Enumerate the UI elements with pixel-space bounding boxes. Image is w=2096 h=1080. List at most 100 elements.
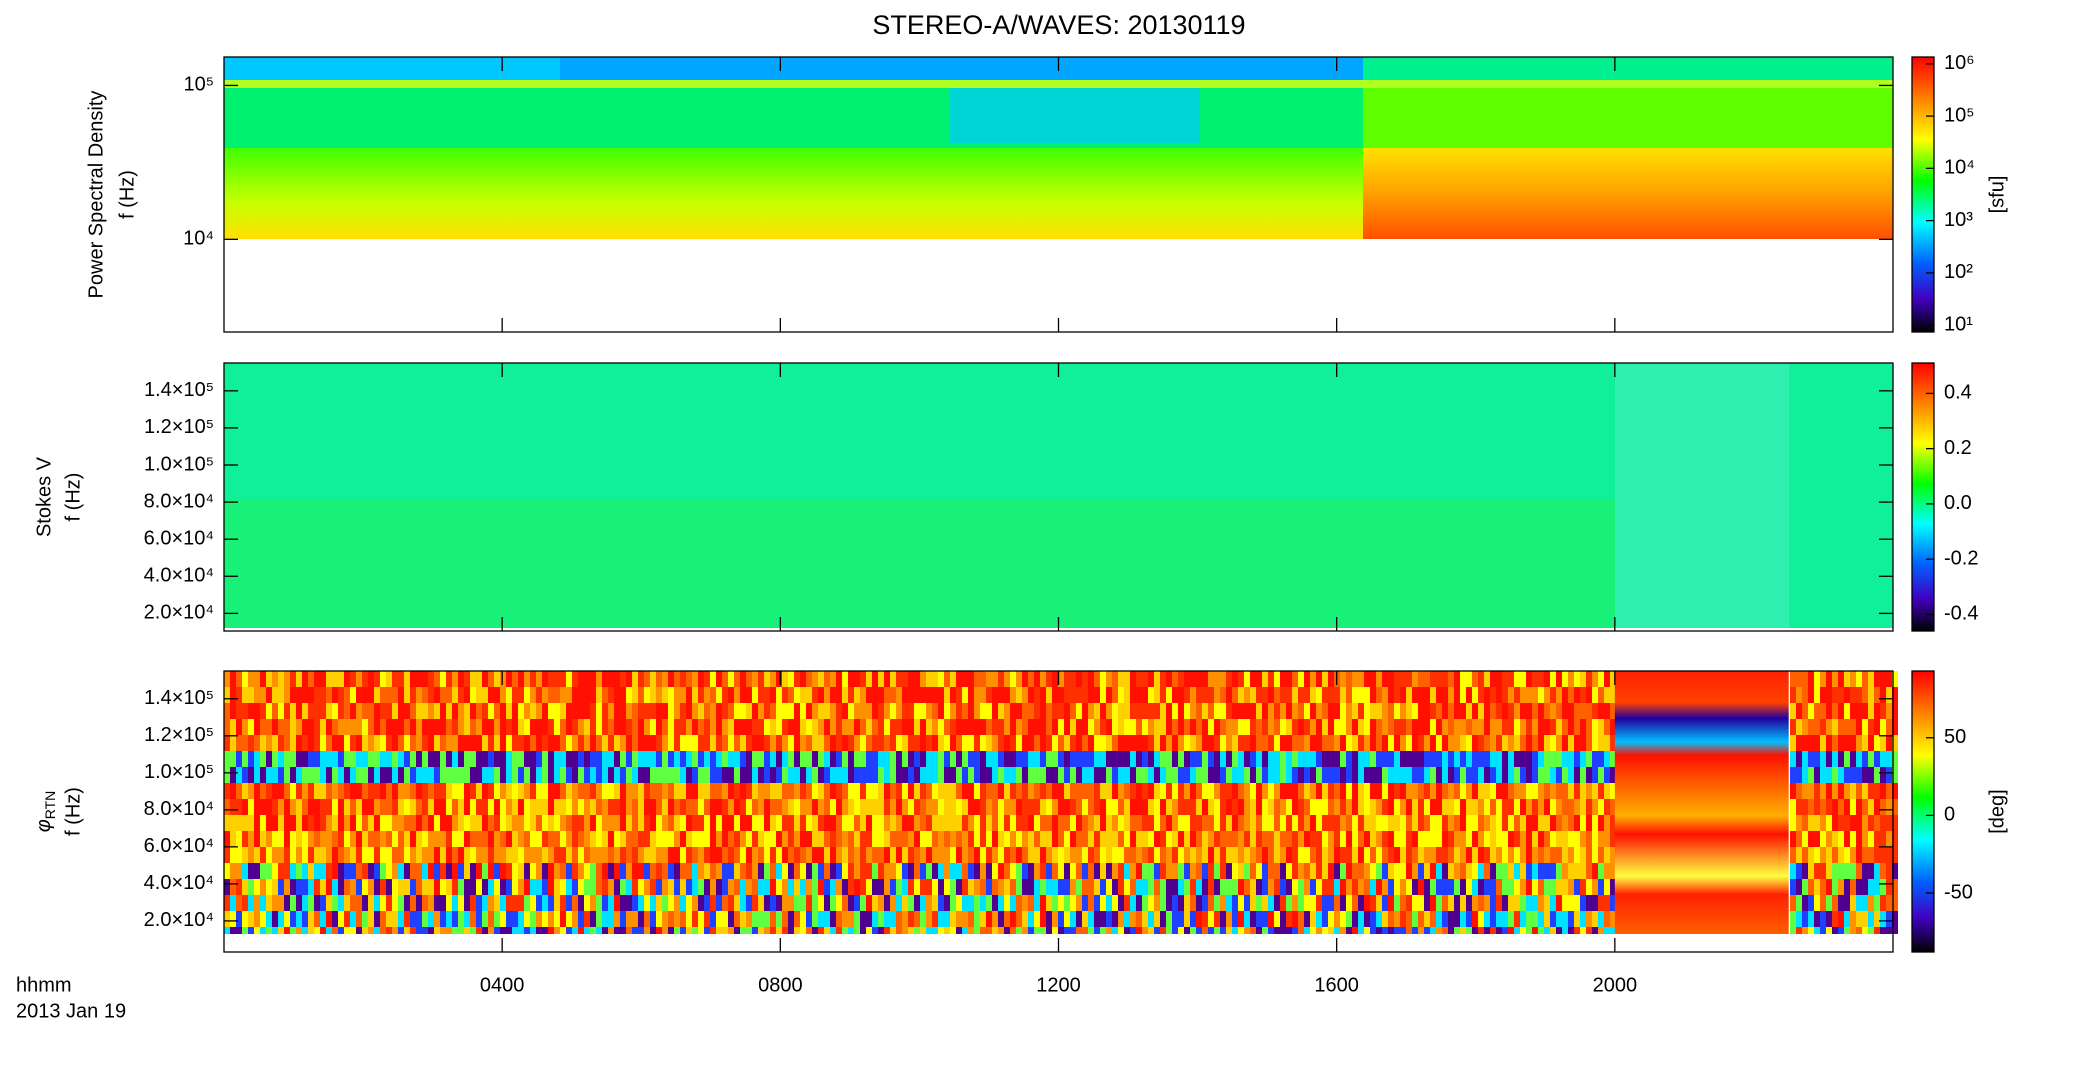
heatmap-cell (938, 671, 944, 687)
heatmap-cell (1598, 799, 1604, 815)
heatmap-cell (974, 703, 980, 719)
heatmap-cell (734, 767, 740, 783)
heatmap-cell (1850, 911, 1856, 927)
heatmap-cell (464, 927, 470, 934)
heatmap-cell (1094, 719, 1100, 735)
heatmap-cell (674, 767, 680, 783)
heatmap-cell (470, 703, 476, 719)
heatmap-cell (1826, 927, 1832, 934)
heatmap-cell (1568, 799, 1574, 815)
heatmap-cell (620, 751, 626, 767)
heatmap-cell (1424, 703, 1430, 719)
heatmap-cell (1046, 703, 1052, 719)
heatmap-cell (1040, 671, 1046, 687)
heatmap-cell (1484, 751, 1490, 767)
heatmap-cell (926, 687, 932, 703)
heatmap-cell (452, 671, 458, 687)
heatmap-cell (1502, 767, 1508, 783)
heatmap-cell (242, 703, 248, 719)
heatmap-cell (464, 671, 470, 687)
heatmap-cell (896, 735, 902, 751)
heatmap-cell (314, 863, 320, 879)
heatmap-cell (1304, 863, 1310, 879)
heatmap-cell (830, 703, 836, 719)
heatmap-cell (1244, 767, 1250, 783)
heatmap-cell (752, 831, 758, 847)
heatmap-cell (476, 815, 482, 831)
heatmap-cell (1370, 719, 1376, 735)
heatmap-cell (392, 831, 398, 847)
heatmap-cell (920, 879, 926, 895)
heatmap-cell (1010, 863, 1016, 879)
heatmap-cell (1040, 927, 1046, 934)
heatmap-cell (986, 799, 992, 815)
heatmap-cell (956, 687, 962, 703)
heatmap-cell (1112, 895, 1118, 911)
heatmap-cell (566, 831, 572, 847)
heatmap-cell (1064, 911, 1070, 927)
heatmap-cell (1502, 751, 1508, 767)
heatmap-cell (566, 879, 572, 895)
heatmap-cell (1838, 815, 1844, 831)
heatmap-cell (1598, 911, 1604, 927)
heatmap-cell (464, 831, 470, 847)
heatmap-cell (644, 927, 650, 934)
heatmap-cell (1598, 703, 1604, 719)
heatmap-cell (1880, 831, 1886, 847)
heatmap-cell (524, 831, 530, 847)
heatmap-cell (1040, 879, 1046, 895)
heatmap-cell (980, 799, 986, 815)
heatmap-cell (740, 799, 746, 815)
heatmap-cell (488, 719, 494, 735)
heatmap-cell (1868, 879, 1874, 895)
heatmap-cell (296, 911, 302, 927)
heatmap-cell (620, 799, 626, 815)
heatmap-cell (1394, 719, 1400, 735)
heatmap-cell (548, 671, 554, 687)
heatmap-cell (1112, 831, 1118, 847)
heatmap-cell (236, 831, 242, 847)
heatmap-cell (1370, 671, 1376, 687)
heatmap-cell (1430, 751, 1436, 767)
heatmap-cell (938, 751, 944, 767)
heatmap-cell (920, 799, 926, 815)
heatmap-cell (536, 831, 542, 847)
heatmap-cell (644, 735, 650, 751)
heatmap-cell (266, 799, 272, 815)
heatmap-cell (506, 751, 512, 767)
heatmap-cell (1442, 927, 1448, 934)
heatmap-cell (494, 719, 500, 735)
heatmap-cell (1544, 703, 1550, 719)
heatmap-cell (896, 879, 902, 895)
heatmap-cell (608, 911, 614, 927)
heatmap-cell (572, 895, 578, 911)
heatmap-cell (734, 895, 740, 911)
heatmap-cell (836, 751, 842, 767)
heatmap-cell (1358, 767, 1364, 783)
heatmap-cell (878, 927, 884, 934)
heatmap-cell (668, 911, 674, 927)
heatmap-cell (674, 799, 680, 815)
heatmap-cell (1574, 783, 1580, 799)
heatmap-cell (1838, 671, 1844, 687)
heatmap-cell (476, 735, 482, 751)
heatmap-cell (794, 703, 800, 719)
heatmap-cell (506, 815, 512, 831)
heatmap-cell (350, 911, 356, 927)
heatmap-cell (1592, 719, 1598, 735)
heatmap-cell (566, 687, 572, 703)
heatmap-cell (1028, 783, 1034, 799)
heatmap-cell (1442, 719, 1448, 735)
heatmap-cell (1598, 783, 1604, 799)
colorbar-tick-label: 0.0 (1944, 492, 1972, 514)
heatmap-cell (614, 783, 620, 799)
heatmap-cell (1298, 703, 1304, 719)
heatmap-cell (1328, 895, 1334, 911)
heatmap-cell (440, 911, 446, 927)
heatmap-cell (746, 911, 752, 927)
heatmap-cell (404, 863, 410, 879)
heatmap-cell (320, 703, 326, 719)
heatmap-cell (1352, 879, 1358, 895)
heatmap-cell (1586, 847, 1592, 863)
heatmap-cell (638, 671, 644, 687)
